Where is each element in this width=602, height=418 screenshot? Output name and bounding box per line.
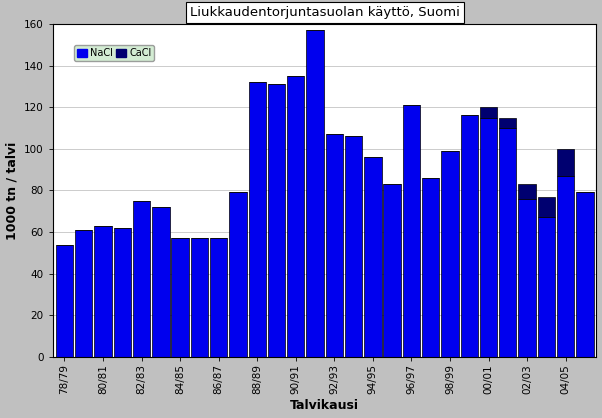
- Bar: [249, 82, 266, 357]
- Bar: [172, 238, 189, 357]
- Bar: [480, 117, 497, 357]
- Bar: [229, 193, 247, 357]
- Bar: [326, 134, 343, 357]
- Legend: NaCl, CaCl: NaCl, CaCl: [74, 46, 154, 61]
- Bar: [538, 217, 555, 357]
- Bar: [383, 184, 401, 357]
- Bar: [518, 184, 536, 199]
- Bar: [576, 193, 594, 357]
- Bar: [364, 157, 382, 357]
- Bar: [114, 228, 131, 357]
- Bar: [461, 115, 478, 357]
- Bar: [538, 196, 555, 217]
- Title: Liukkaudentorjuntasuolan käyttö, Suomi: Liukkaudentorjuntasuolan käyttö, Suomi: [190, 5, 459, 18]
- Bar: [499, 117, 517, 128]
- Bar: [133, 201, 150, 357]
- X-axis label: Talvikausi: Talvikausi: [290, 400, 359, 413]
- Bar: [403, 105, 420, 357]
- Bar: [499, 128, 517, 357]
- Bar: [152, 207, 170, 357]
- Bar: [345, 136, 362, 357]
- Bar: [557, 176, 574, 357]
- Bar: [268, 84, 285, 357]
- Y-axis label: 1000 tn / talvi: 1000 tn / talvi: [5, 141, 19, 240]
- Bar: [95, 226, 112, 357]
- Bar: [518, 199, 536, 357]
- Bar: [287, 76, 305, 357]
- Bar: [441, 151, 459, 357]
- Bar: [306, 30, 324, 357]
- Bar: [422, 178, 439, 357]
- Bar: [557, 149, 574, 176]
- Bar: [56, 245, 73, 357]
- Bar: [480, 107, 497, 117]
- Bar: [191, 238, 208, 357]
- Bar: [210, 238, 228, 357]
- Bar: [75, 230, 92, 357]
